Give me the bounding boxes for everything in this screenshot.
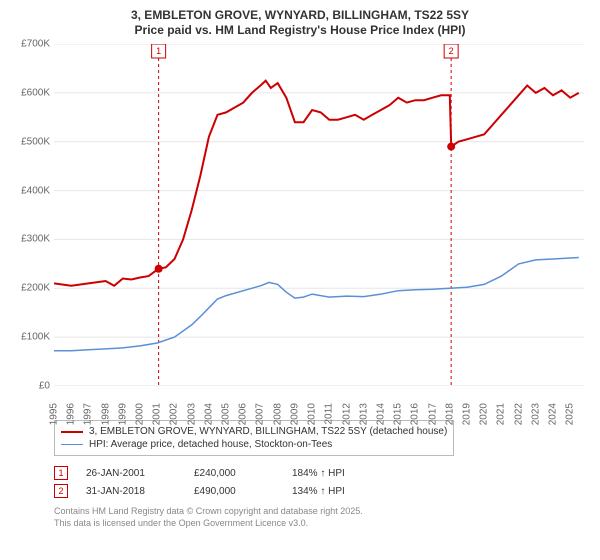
x-tick-label: 2012 [341, 403, 352, 425]
legend-label-hpi: HPI: Average price, detached house, Stoc… [89, 439, 332, 450]
x-tick-label: 2013 [358, 403, 369, 425]
x-tick-label: 2022 [513, 403, 524, 425]
x-tick-label: 2025 [565, 403, 576, 425]
x-tick-label: 2019 [461, 403, 472, 425]
x-tick-label: 2015 [393, 403, 404, 425]
footer-line-1: Contains HM Land Registry data © Crown c… [54, 506, 588, 518]
x-tick-label: 2024 [548, 403, 559, 425]
x-tick-label: 2010 [307, 403, 318, 425]
legend-label-property: 3, EMBLETON GROVE, WYNYARD, BILLINGHAM, … [89, 426, 447, 437]
property-line [54, 81, 579, 286]
x-tick-label: 2021 [496, 403, 507, 425]
x-tick-label: 2014 [375, 403, 386, 425]
price-paid-dot [447, 143, 455, 151]
x-tick-label: 1996 [66, 403, 77, 425]
footer: Contains HM Land Registry data © Crown c… [54, 506, 588, 529]
x-tick-label: 2005 [221, 403, 232, 425]
plot-region: 12 [54, 44, 584, 386]
event-hpi-delta: 184% ↑ HPI [292, 468, 345, 479]
x-tick-label: 2011 [324, 403, 335, 425]
x-tick-label: 2020 [479, 403, 490, 425]
x-tick-label: 2018 [444, 403, 455, 425]
price-paid-dot [155, 265, 163, 273]
x-tick-label: 2007 [255, 403, 266, 425]
legend-swatch-property [61, 431, 83, 433]
event-marker: 1 [54, 466, 68, 480]
y-tick-label: £200K [21, 283, 50, 294]
chart-title: 3, EMBLETON GROVE, WYNYARD, BILLINGHAM, … [12, 8, 588, 38]
legend-item-property: 3, EMBLETON GROVE, WYNYARD, BILLINGHAM, … [61, 425, 447, 438]
y-tick-label: £600K [21, 87, 50, 98]
y-tick-label: £100K [21, 332, 50, 343]
chart-container: 3, EMBLETON GROVE, WYNYARD, BILLINGHAM, … [0, 0, 600, 560]
x-tick-label: 2004 [203, 403, 214, 425]
y-tick-label: £700K [21, 39, 50, 50]
x-tick-label: 2003 [186, 403, 197, 425]
y-tick-label: £300K [21, 234, 50, 245]
x-tick-label: 1998 [100, 403, 111, 425]
y-tick-label: £0 [39, 381, 50, 392]
legend-swatch-hpi [61, 444, 83, 445]
y-tick-label: £400K [21, 185, 50, 196]
x-tick-label: 1997 [83, 403, 94, 425]
x-tick-label: 2016 [410, 403, 421, 425]
x-tick-label: 2009 [289, 403, 300, 425]
x-tick-label: 2023 [530, 403, 541, 425]
x-tick-label: 1995 [49, 403, 60, 425]
plot-svg: 12 [54, 44, 584, 386]
event-date: 26-JAN-2001 [86, 468, 176, 479]
event-table: 1 26-JAN-2001 £240,000 184% ↑ HPI 2 31-JAN-20… [54, 464, 588, 500]
event-row: 2 31-JAN-2018 £490,000 134% ↑ HPI [54, 482, 588, 500]
legend-item-hpi: HPI: Average price, detached house, Stoc… [61, 438, 447, 451]
event-price: £490,000 [194, 486, 274, 497]
event-flag-number: 1 [156, 46, 161, 56]
gridlines [54, 44, 584, 386]
footer-line-2: This data is licensed under the Open Gov… [54, 518, 588, 530]
event-date: 31-JAN-2018 [86, 486, 176, 497]
event-markers: 12 [152, 44, 459, 273]
event-row: 1 26-JAN-2001 £240,000 184% ↑ HPI [54, 464, 588, 482]
y-axis-labels: £0£100K£200K£300K£400K£500K£600K£700K [12, 44, 52, 386]
event-flag-number: 2 [449, 46, 454, 56]
event-price: £240,000 [194, 468, 274, 479]
event-hpi-delta: 134% ↑ HPI [292, 486, 345, 497]
x-tick-label: 2008 [272, 403, 283, 425]
event-marker: 2 [54, 484, 68, 498]
x-tick-label: 2001 [152, 403, 163, 425]
title-line-2: Price paid vs. HM Land Registry's House … [12, 23, 588, 38]
legend: 3, EMBLETON GROVE, WYNYARD, BILLINGHAM, … [54, 420, 454, 456]
x-tick-label: 2006 [238, 403, 249, 425]
title-line-1: 3, EMBLETON GROVE, WYNYARD, BILLINGHAM, … [12, 8, 588, 23]
chart-area: £0£100K£200K£300K£400K£500K£600K£700K 12… [12, 44, 588, 414]
x-tick-label: 2002 [169, 403, 180, 425]
x-tick-label: 2017 [427, 403, 438, 425]
x-tick-label: 1999 [117, 403, 128, 425]
x-tick-label: 2000 [135, 403, 146, 425]
x-axis-labels: 1995199619971998199920002001200220032004… [54, 386, 584, 414]
y-tick-label: £500K [21, 136, 50, 147]
